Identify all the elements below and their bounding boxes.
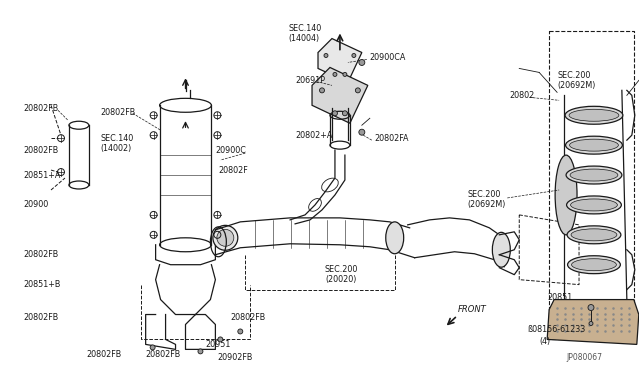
Text: FRONT: FRONT xyxy=(458,305,486,314)
Text: 20802FB: 20802FB xyxy=(101,108,136,117)
Ellipse shape xyxy=(386,222,404,254)
Text: SEC.200: SEC.200 xyxy=(467,190,501,199)
Text: (4): (4) xyxy=(539,337,550,346)
Text: ß08156-61233: ß08156-61233 xyxy=(527,325,586,334)
Text: 20900CA: 20900CA xyxy=(370,53,406,62)
Text: 20951: 20951 xyxy=(205,340,231,349)
Ellipse shape xyxy=(492,232,510,267)
Text: 20851: 20851 xyxy=(547,293,572,302)
Circle shape xyxy=(588,305,594,311)
Polygon shape xyxy=(318,39,362,82)
Circle shape xyxy=(333,73,337,76)
Text: 20802FB: 20802FB xyxy=(23,145,58,155)
Circle shape xyxy=(150,345,155,350)
Ellipse shape xyxy=(566,166,622,184)
Circle shape xyxy=(343,73,347,76)
Circle shape xyxy=(359,129,365,135)
Ellipse shape xyxy=(217,229,234,246)
Ellipse shape xyxy=(569,109,619,121)
Ellipse shape xyxy=(571,199,618,211)
Circle shape xyxy=(589,321,593,326)
Ellipse shape xyxy=(567,226,621,244)
Text: 20802+A: 20802+A xyxy=(295,131,332,140)
Text: 20902FB: 20902FB xyxy=(218,353,253,362)
Ellipse shape xyxy=(568,256,620,274)
Text: 20802FB: 20802FB xyxy=(23,250,58,259)
Text: (14004): (14004) xyxy=(288,34,319,43)
Ellipse shape xyxy=(566,136,622,154)
Polygon shape xyxy=(312,67,368,123)
Polygon shape xyxy=(547,299,639,344)
Text: 20802FB: 20802FB xyxy=(23,104,58,113)
Circle shape xyxy=(332,111,337,116)
Text: 20851+B: 20851+B xyxy=(23,280,61,289)
Circle shape xyxy=(355,88,360,93)
Text: (20020): (20020) xyxy=(325,275,356,284)
Circle shape xyxy=(352,54,356,58)
Text: (14002): (14002) xyxy=(101,144,132,153)
Text: (20692M): (20692M) xyxy=(557,81,595,90)
Text: 20691P: 20691P xyxy=(295,76,325,85)
Ellipse shape xyxy=(566,196,621,214)
Circle shape xyxy=(319,88,324,93)
Text: 20802FA: 20802FA xyxy=(375,134,410,143)
Text: SEC.140: SEC.140 xyxy=(288,24,321,33)
Ellipse shape xyxy=(565,106,623,124)
Ellipse shape xyxy=(213,225,238,250)
Text: SEC.200: SEC.200 xyxy=(557,71,591,80)
Circle shape xyxy=(218,337,223,342)
Text: 20900: 20900 xyxy=(23,201,49,209)
Text: 20851+A: 20851+A xyxy=(23,170,61,180)
Ellipse shape xyxy=(570,139,618,151)
Text: 20802FB: 20802FB xyxy=(230,313,266,322)
Circle shape xyxy=(238,329,243,334)
Circle shape xyxy=(359,60,365,65)
Ellipse shape xyxy=(571,229,617,241)
Circle shape xyxy=(198,349,203,354)
Text: JP080067: JP080067 xyxy=(566,353,602,362)
Text: 20802FB: 20802FB xyxy=(23,313,58,322)
Text: 20802FB: 20802FB xyxy=(86,350,121,359)
Text: 20802F: 20802F xyxy=(218,166,248,174)
Ellipse shape xyxy=(570,169,618,181)
Text: 20900C: 20900C xyxy=(216,145,246,155)
Ellipse shape xyxy=(555,155,577,235)
Text: (20692M): (20692M) xyxy=(467,201,506,209)
Text: 20802: 20802 xyxy=(509,91,534,100)
Text: 20802FB: 20802FB xyxy=(146,350,181,359)
Text: SEC.140: SEC.140 xyxy=(101,134,134,143)
Circle shape xyxy=(342,111,348,116)
Circle shape xyxy=(324,54,328,58)
Text: SEC.200: SEC.200 xyxy=(325,265,358,274)
Ellipse shape xyxy=(572,259,616,271)
